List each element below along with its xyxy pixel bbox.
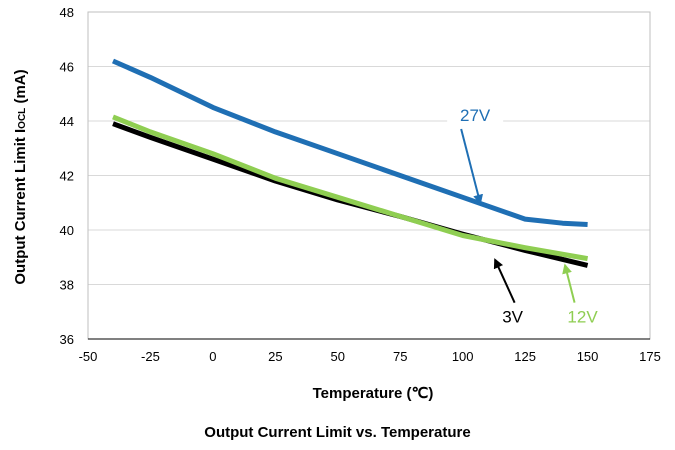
grid-lines	[87, 11, 651, 340]
x-tick-label: 50	[331, 349, 345, 364]
y-axis-title-unit: (mA)	[12, 69, 29, 107]
x-tick-label: 175	[639, 349, 661, 364]
x-tick-label: 75	[393, 349, 407, 364]
y-tick-label: 38	[60, 278, 74, 293]
y-tick-label: 44	[60, 114, 74, 129]
x-tick-label: -50	[79, 349, 98, 364]
callout-12v: 12V	[567, 308, 598, 327]
x-tick-label: -25	[141, 349, 160, 364]
series-lines	[111, 58, 589, 268]
x-tick-labels: -50 -25 0 25 50 75 100 125 150 175	[79, 349, 661, 364]
y-tick-labels: 36 38 40 42 44 46 48	[60, 5, 74, 347]
y-tick-label: 40	[60, 223, 74, 238]
figure-caption: Output Current Limit vs. Temperature	[204, 424, 471, 441]
x-tick-label: 0	[209, 349, 216, 364]
callout-27v: 27V	[460, 106, 491, 125]
y-tick-label: 48	[60, 5, 74, 20]
callout-arrow-3v	[493, 258, 516, 304]
y-axis-title-subscript: OCL	[17, 108, 28, 129]
x-axis-title: Temperature (℃)	[313, 385, 434, 402]
callout-3v: 3V	[502, 308, 523, 327]
x-tick-label: 100	[452, 349, 474, 364]
x-tick-label: 25	[268, 349, 282, 364]
annotations: 27V 3V 12V	[447, 105, 598, 327]
callout-arrow-12v	[562, 263, 576, 303]
y-tick-label: 42	[60, 169, 74, 184]
series-line-27v	[111, 58, 588, 227]
x-tick-label: 125	[514, 349, 536, 364]
y-tick-label: 46	[60, 60, 74, 75]
y-axis-title: Output Current Limit IOCL (mA)	[12, 69, 29, 284]
y-tick-label: 36	[60, 332, 74, 347]
callout-arrow-27v	[460, 128, 483, 205]
x-tick-label: 150	[577, 349, 599, 364]
series-line-12v	[112, 114, 589, 262]
callout-background	[447, 105, 504, 129]
y-axis-title-main: Output Current Limit I	[12, 129, 29, 285]
